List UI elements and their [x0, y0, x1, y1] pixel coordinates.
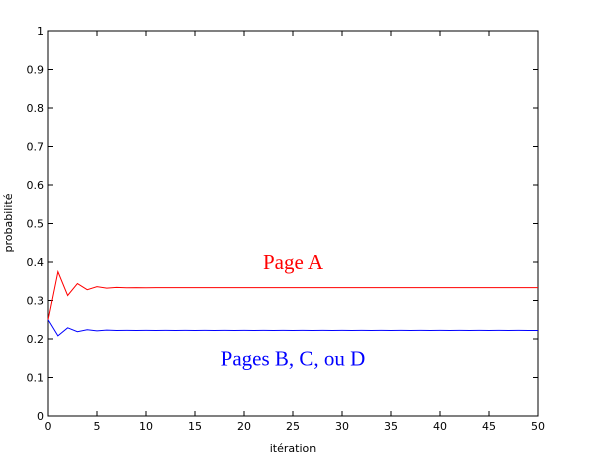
- y-axis-label: probabilité: [2, 193, 15, 252]
- y-tick-label: 0.9: [27, 64, 45, 77]
- x-axis-label: itération: [270, 442, 316, 455]
- x-tick-label: 5: [94, 420, 101, 433]
- y-tick-label: 1: [37, 25, 44, 38]
- annotation-1: Pages B, C, ou D: [221, 346, 366, 370]
- y-tick-label: 0.4: [27, 256, 45, 269]
- x-tick-label: 15: [188, 420, 202, 433]
- y-tick-label: 0.6: [27, 179, 45, 192]
- series-line-1: [47, 319, 538, 337]
- x-tick-label: 20: [237, 420, 251, 433]
- annotations: Page A Pages B, C, ou D: [221, 250, 366, 370]
- x-tick-label: 40: [433, 420, 447, 433]
- series-lines: [47, 269, 539, 337]
- x-tick-label: 35: [384, 420, 398, 433]
- y-tick-labels: 0 0.1 0.2 0.3 0.4 0.5 0.6 0.7 0.8 0.9 1: [27, 25, 45, 423]
- x-tick-label: 0: [45, 420, 52, 433]
- series-line-0: [47, 269, 539, 320]
- axis-ticks: [47, 30, 539, 417]
- y-tick-label: 0.8: [27, 102, 45, 115]
- x-tick-label: 50: [531, 420, 545, 433]
- y-tick-label: 0.5: [27, 218, 45, 231]
- annotation-0: Page A: [263, 250, 324, 274]
- y-tick-label: 0.7: [27, 141, 45, 154]
- x-tick-labels: 0 5 10 15 20 25 30 35 40 45 50: [45, 420, 546, 433]
- y-tick-label: 0: [37, 410, 44, 423]
- x-tick-label: 30: [335, 420, 349, 433]
- y-tick-label: 0.1: [27, 372, 45, 385]
- y-tick-label: 0.2: [27, 333, 45, 346]
- plot-area: [47, 30, 539, 417]
- x-tick-label: 45: [482, 420, 496, 433]
- x-tick-label: 25: [286, 420, 300, 433]
- y-tick-label: 0.3: [27, 295, 45, 308]
- x-tick-label: 10: [139, 420, 153, 433]
